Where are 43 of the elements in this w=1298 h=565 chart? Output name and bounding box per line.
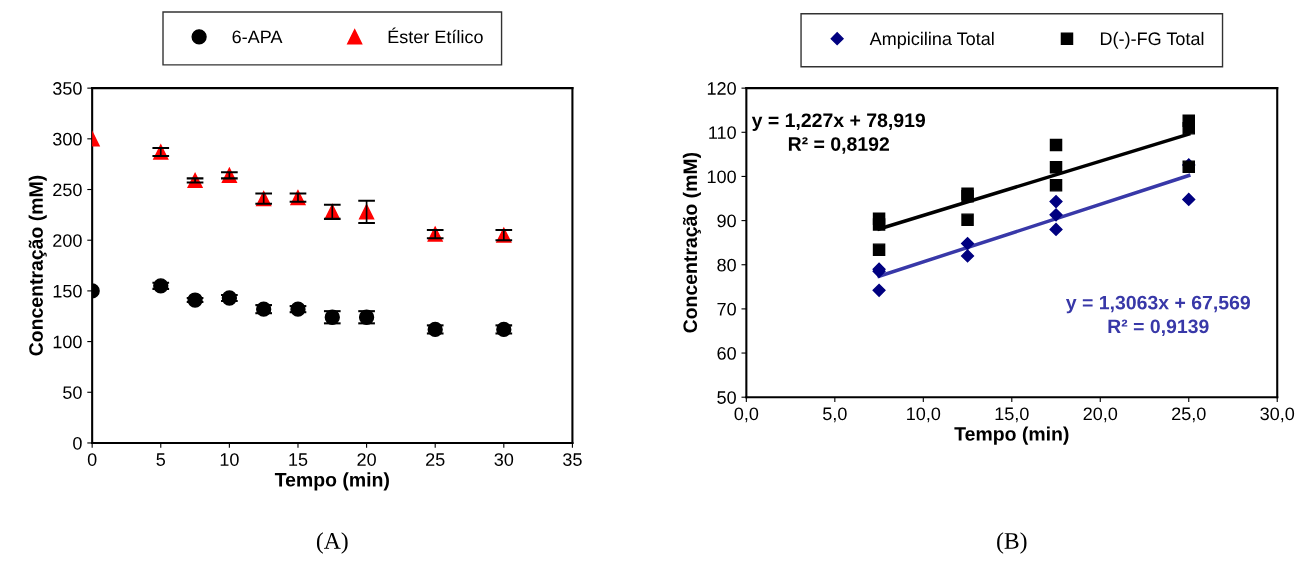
x-tick-label: 15: [289, 453, 308, 466]
y-tick-label: 100: [53, 335, 82, 349]
y-tick-label: 60: [717, 346, 736, 360]
x-axis-title: Tempo (min): [954, 426, 1069, 445]
x-tick-label: 5,0: [823, 407, 847, 423]
x-axis-title: Tempo (min): [274, 472, 389, 491]
x-tick-label: 25,0: [1172, 407, 1206, 423]
x-tick-label: 20: [357, 453, 376, 466]
y-axis-title: Concentração (mM): [682, 152, 701, 333]
y-tick-label: 250: [53, 183, 82, 197]
y-tick-label: 350: [53, 82, 82, 95]
y-tick-label: 150: [53, 284, 82, 298]
x-tick-label: 0: [87, 453, 97, 466]
y-tick-label: 300: [53, 132, 82, 146]
x-tick-label: 20,0: [1083, 407, 1118, 423]
x-tick-label: 5: [156, 453, 166, 466]
x-tick-label: 10,0: [907, 407, 941, 423]
x-tick-label: 15,0: [995, 407, 1029, 423]
legend-label: Éster Etílico: [388, 27, 483, 44]
annotation: y = 1,227x + 78,919 R² = 0,8192: [751, 113, 926, 154]
y-tick-label: 0: [73, 436, 82, 450]
legend-label: Ampicilina Total: [869, 31, 994, 49]
y-tick-label: 120: [707, 82, 736, 95]
annotation: y = 1,3063x + 67,569 R² = 0,9139: [1065, 295, 1250, 337]
y-tick-label: 200: [53, 234, 82, 247]
x-tick-label: 10: [220, 453, 239, 466]
text: (A): [316, 532, 348, 554]
x-tick-label: 30: [494, 453, 514, 466]
legend-label: D(-)-FG Total: [1100, 31, 1204, 49]
x-tick-label: 25: [426, 453, 445, 466]
y-tick-label: 110: [709, 126, 736, 140]
x-tick-label: 0,0: [734, 407, 759, 423]
y-tick-label: 90: [717, 214, 736, 228]
y-tick-label: 50: [63, 386, 82, 399]
x-tick-label: 35: [563, 453, 582, 466]
y-tick-label: 50: [717, 391, 736, 404]
text: (B): [997, 532, 1027, 554]
y-axis-title: Concentração (mM): [28, 175, 47, 356]
y-tick-label: 70: [717, 302, 736, 316]
y-tick-label: 80: [717, 258, 736, 272]
x-tick-label: 30,0: [1260, 407, 1295, 423]
y-tick-label: 100: [707, 170, 736, 184]
legend-label: 6-APA: [232, 30, 283, 44]
